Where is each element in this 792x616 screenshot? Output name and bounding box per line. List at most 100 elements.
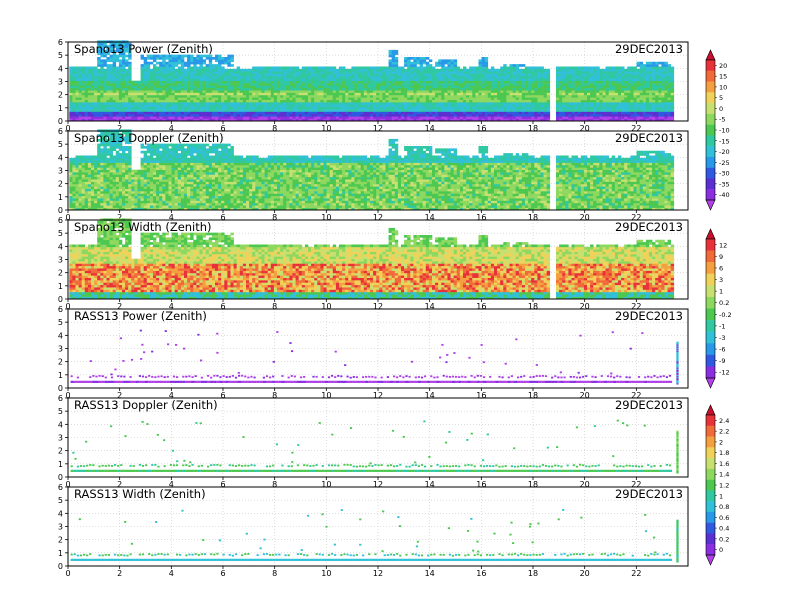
data-cell bbox=[444, 78, 447, 81]
data-cell bbox=[79, 93, 82, 96]
data-cell bbox=[435, 114, 438, 117]
data-cell bbox=[85, 90, 88, 93]
data-cell bbox=[345, 81, 348, 84]
data-cell bbox=[286, 78, 289, 81]
data-cell bbox=[141, 88, 144, 91]
data-cell bbox=[88, 203, 91, 206]
data-cell bbox=[559, 93, 562, 96]
data-cell bbox=[469, 81, 472, 84]
data-cell bbox=[348, 78, 351, 81]
data-cell bbox=[336, 112, 339, 115]
data-cell bbox=[91, 184, 94, 187]
data-cell bbox=[652, 100, 655, 103]
data-cell bbox=[559, 102, 562, 105]
data-cell bbox=[509, 90, 512, 93]
data-cell bbox=[327, 78, 330, 81]
data-cell bbox=[79, 201, 82, 204]
data-cell bbox=[534, 71, 537, 74]
data-cell bbox=[646, 88, 649, 91]
data-cell bbox=[373, 83, 376, 86]
data-cell bbox=[652, 83, 655, 86]
data-cell bbox=[336, 71, 339, 74]
data-cell bbox=[404, 76, 407, 79]
data-cell bbox=[271, 116, 274, 119]
data-cell bbox=[88, 66, 91, 69]
data-cell bbox=[565, 102, 568, 105]
data-cell bbox=[252, 112, 255, 115]
data-cell bbox=[97, 57, 100, 60]
data-cell bbox=[209, 85, 212, 88]
data-cell bbox=[482, 90, 485, 93]
data-cell bbox=[234, 104, 237, 107]
data-cell bbox=[565, 85, 568, 88]
data-cell bbox=[240, 116, 243, 119]
data-cell bbox=[280, 83, 283, 86]
data-cell bbox=[451, 112, 454, 115]
data-cell bbox=[79, 155, 82, 158]
data-cell bbox=[100, 114, 103, 117]
data-cell bbox=[565, 97, 568, 100]
data-cell bbox=[172, 88, 175, 91]
data-cell bbox=[664, 74, 667, 77]
data-cell bbox=[354, 109, 357, 112]
data-cell bbox=[203, 76, 206, 79]
data-cell bbox=[258, 71, 261, 74]
data-cell bbox=[113, 104, 116, 107]
data-cell bbox=[413, 74, 416, 77]
data-cell bbox=[624, 69, 627, 72]
data-cell bbox=[472, 114, 475, 117]
data-cell bbox=[646, 97, 649, 100]
data-cell bbox=[590, 102, 593, 105]
data-cell bbox=[497, 114, 500, 117]
data-cell bbox=[91, 78, 94, 81]
data-cell bbox=[141, 78, 144, 81]
data-cell bbox=[339, 74, 342, 77]
data-cell bbox=[243, 71, 246, 74]
data-cell bbox=[100, 93, 103, 96]
data-cell bbox=[466, 74, 469, 77]
data-cell bbox=[274, 85, 277, 88]
data-cell bbox=[342, 109, 345, 112]
data-cell bbox=[274, 97, 277, 100]
data-cell bbox=[72, 189, 75, 192]
data-cell bbox=[79, 203, 82, 206]
data-cell bbox=[382, 69, 385, 72]
data-cell bbox=[668, 102, 671, 105]
data-cell bbox=[199, 90, 202, 93]
data-cell bbox=[559, 78, 562, 81]
data-cell bbox=[482, 74, 485, 77]
data-cell bbox=[147, 85, 150, 88]
data-cell bbox=[82, 177, 85, 180]
data-cell bbox=[153, 112, 156, 115]
data-cell bbox=[509, 104, 512, 107]
data-cell bbox=[416, 71, 419, 74]
data-cell bbox=[640, 95, 643, 98]
data-cell bbox=[351, 102, 354, 105]
data-cell bbox=[116, 71, 119, 74]
data-cell bbox=[599, 81, 602, 84]
data-cell bbox=[218, 107, 221, 110]
data-cell bbox=[69, 196, 72, 199]
data-cell bbox=[609, 95, 612, 98]
data-cell bbox=[615, 85, 618, 88]
data-cell bbox=[302, 76, 305, 79]
data-cell bbox=[79, 85, 82, 88]
data-cell bbox=[234, 112, 237, 115]
data-cell bbox=[385, 104, 388, 107]
data-cell bbox=[249, 97, 252, 100]
data-cell bbox=[429, 114, 432, 117]
data-cell bbox=[119, 66, 122, 69]
data-cell bbox=[268, 109, 271, 112]
data-cell bbox=[482, 62, 485, 65]
data-cell bbox=[401, 71, 404, 74]
data-cell bbox=[234, 83, 237, 86]
data-cell bbox=[649, 93, 652, 96]
data-cell bbox=[69, 88, 72, 91]
data-cell bbox=[416, 57, 419, 60]
data-cell bbox=[361, 78, 364, 81]
data-cell bbox=[531, 83, 534, 86]
data-cell bbox=[75, 163, 78, 166]
data-cell bbox=[243, 93, 246, 96]
data-cell bbox=[141, 69, 144, 72]
